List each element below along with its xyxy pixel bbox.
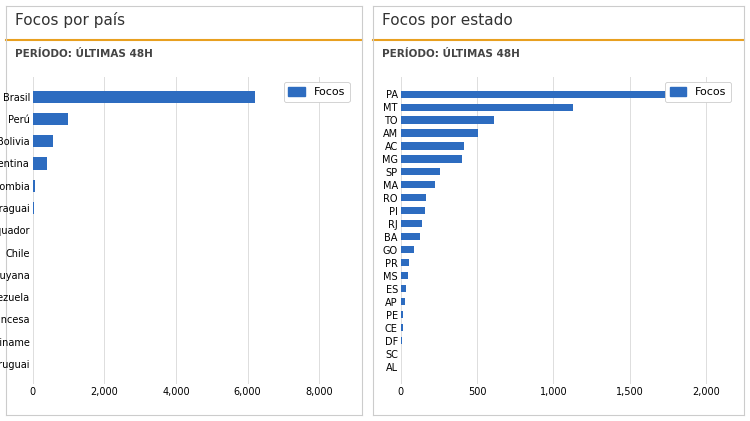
Text: PERÍODO: ÚLTIMAS 48H: PERÍODO: ÚLTIMAS 48H xyxy=(15,49,153,59)
Bar xyxy=(400,91,673,98)
Text: Focos por estado: Focos por estado xyxy=(382,13,513,28)
Bar xyxy=(400,298,405,305)
Bar xyxy=(400,104,573,111)
Bar xyxy=(400,142,464,149)
Bar xyxy=(400,272,408,279)
Legend: Focos: Focos xyxy=(284,82,350,102)
Bar xyxy=(400,233,421,240)
Bar xyxy=(33,180,34,192)
Bar xyxy=(400,117,494,124)
Bar xyxy=(33,113,68,125)
Bar xyxy=(400,311,404,318)
Bar xyxy=(400,207,425,214)
Bar xyxy=(400,129,478,136)
Bar xyxy=(400,350,401,357)
Bar xyxy=(400,324,403,331)
Bar xyxy=(400,168,439,176)
Bar xyxy=(33,91,255,103)
Bar xyxy=(400,155,462,163)
Bar xyxy=(400,181,435,189)
Bar xyxy=(400,285,406,292)
Text: Focos por país: Focos por país xyxy=(15,12,125,28)
Text: PERÍODO: ÚLTIMAS 48H: PERÍODO: ÚLTIMAS 48H xyxy=(382,49,520,59)
Bar xyxy=(33,202,34,214)
Bar xyxy=(400,259,409,266)
Legend: Focos: Focos xyxy=(665,82,731,102)
Bar xyxy=(400,195,426,201)
Bar xyxy=(33,135,53,147)
Bar xyxy=(400,220,422,227)
Bar xyxy=(400,246,413,253)
Bar xyxy=(33,157,47,170)
Bar xyxy=(400,337,402,344)
